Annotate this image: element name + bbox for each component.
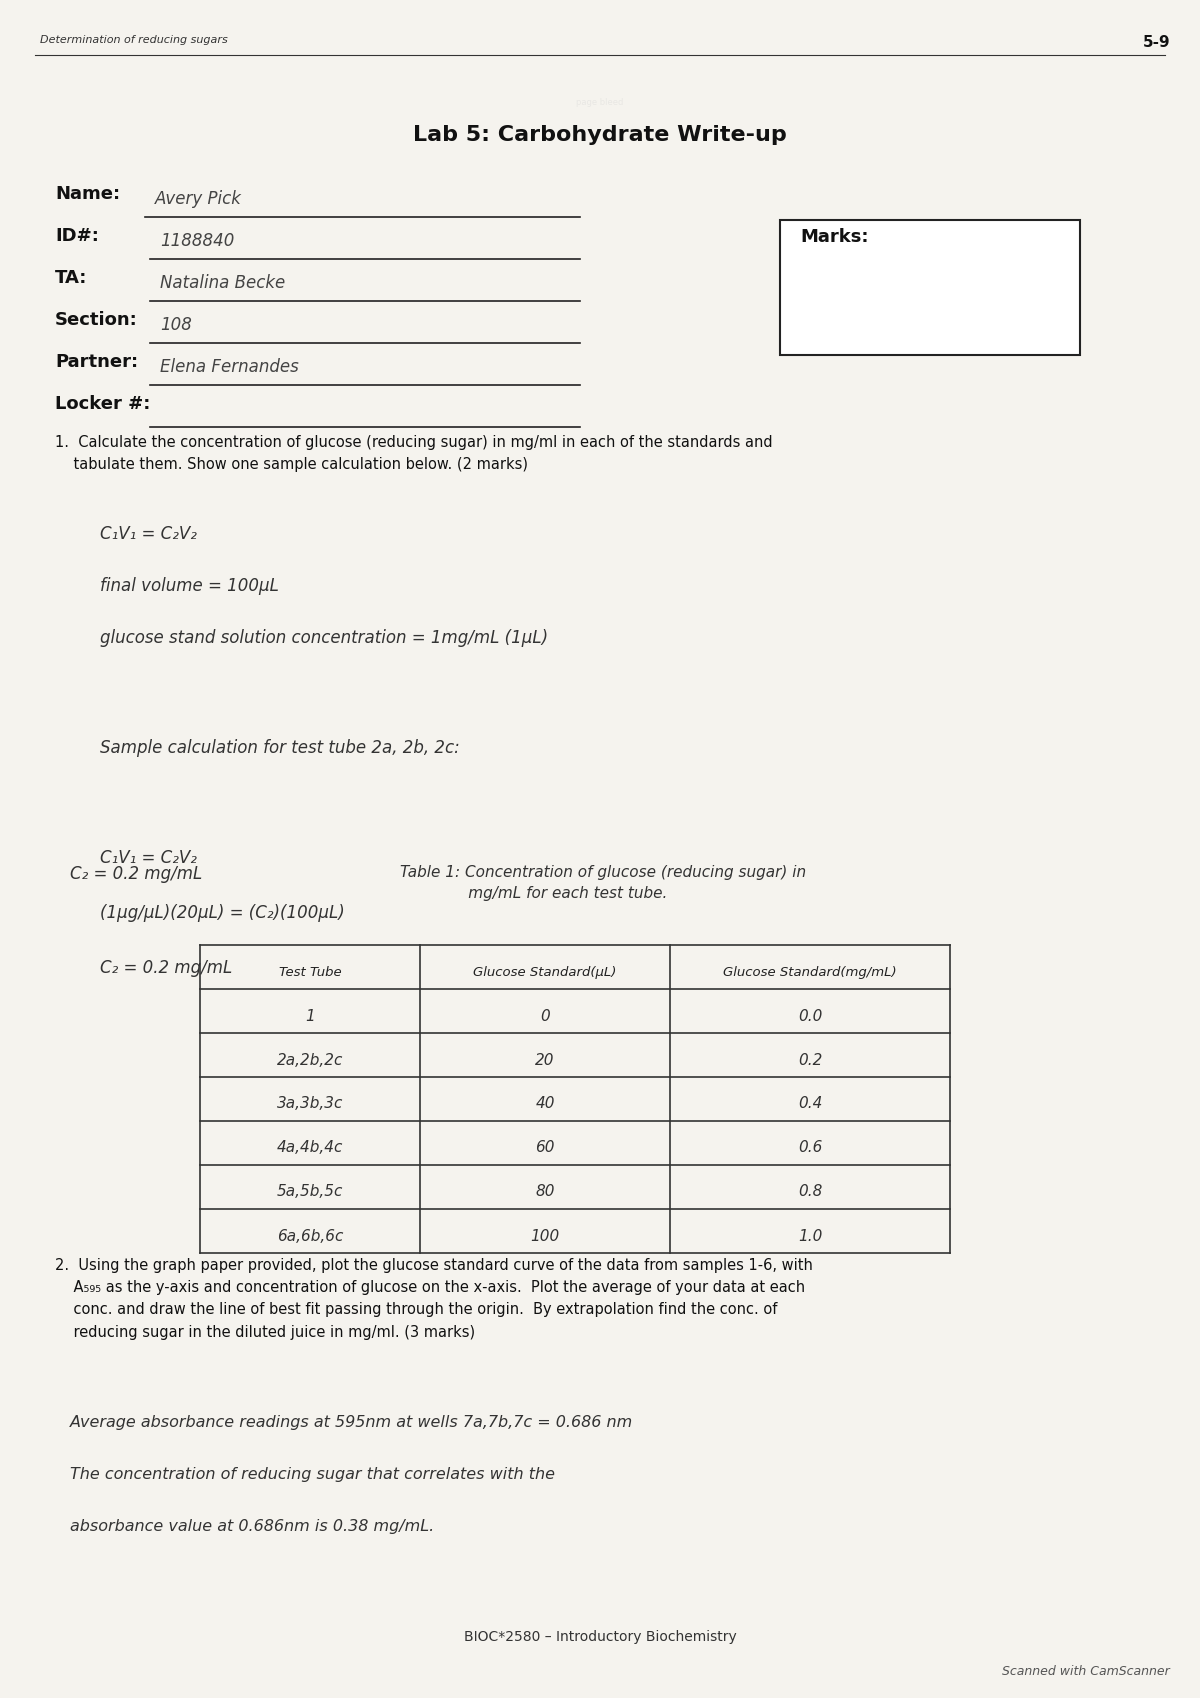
Text: 0.6: 0.6 [798,1141,822,1156]
Text: Table 1: Concentration of glucose (reducing sugar) in
              mg/mL for ea: Table 1: Concentration of glucose (reduc… [400,864,806,902]
Text: Elena Fernandes: Elena Fernandes [160,358,299,375]
Text: page bleed: page bleed [576,98,624,107]
Text: glucose stand solution concentration = 1mg/mL (1μL): glucose stand solution concentration = 1… [100,628,548,647]
Text: Determination of reducing sugars: Determination of reducing sugars [40,36,228,46]
Text: absorbance value at 0.686nm is 0.38 mg/mL.: absorbance value at 0.686nm is 0.38 mg/m… [70,1520,434,1533]
Text: C₂ = 0.2 mg/mL: C₂ = 0.2 mg/mL [70,864,203,883]
Text: C₁V₁ = C₂V₂: C₁V₁ = C₂V₂ [100,849,197,868]
Text: C₂ = 0.2 mg/mL: C₂ = 0.2 mg/mL [100,959,233,976]
Text: ID#:: ID#: [55,228,98,245]
Text: 1.0: 1.0 [798,1228,822,1243]
Text: Sample calculation for test tube 2a, 2b, 2c:: Sample calculation for test tube 2a, 2b,… [100,739,460,757]
Text: Partner:: Partner: [55,353,138,370]
Text: Section:: Section: [55,311,138,329]
Text: 6a,6b,6c: 6a,6b,6c [277,1228,343,1243]
Text: 5a,5b,5c: 5a,5b,5c [277,1185,343,1199]
Text: (1μg/μL)(20μL) = (C₂)(100μL): (1μg/μL)(20μL) = (C₂)(100μL) [100,903,344,922]
Text: 2.  Using the graph paper provided, plot the glucose standard curve of the data : 2. Using the graph paper provided, plot … [55,1258,812,1340]
Text: TA:: TA: [55,268,88,287]
Text: 2a,2b,2c: 2a,2b,2c [277,1053,343,1068]
Text: 1.  Calculate the concentration of glucose (reducing sugar) in mg/ml in each of : 1. Calculate the concentration of glucos… [55,435,773,472]
Text: 0.4: 0.4 [798,1097,822,1112]
Text: Name:: Name: [55,185,120,204]
Text: Glucose Standard(mg/mL): Glucose Standard(mg/mL) [724,966,896,978]
Text: Locker #:: Locker #: [55,396,150,413]
Text: 108: 108 [160,316,192,335]
Text: Marks:: Marks: [800,228,869,246]
Text: BIOC*2580 – Introductory Biochemistry: BIOC*2580 – Introductory Biochemistry [463,1630,737,1644]
Text: 80: 80 [535,1185,554,1199]
Text: 100: 100 [530,1228,559,1243]
Text: 1188840: 1188840 [160,233,234,250]
Text: 0.0: 0.0 [798,1009,822,1024]
Text: 5-9: 5-9 [1142,36,1170,49]
Text: 0.2: 0.2 [798,1053,822,1068]
Text: 1: 1 [305,1009,314,1024]
Text: 4a,4b,4c: 4a,4b,4c [277,1141,343,1156]
Text: 60: 60 [535,1141,554,1156]
Text: Natalina Becke: Natalina Becke [160,273,286,292]
Text: 3a,3b,3c: 3a,3b,3c [277,1097,343,1112]
Text: 40: 40 [535,1097,554,1112]
Text: The concentration of reducing sugar that correlates with the: The concentration of reducing sugar that… [70,1467,554,1482]
Text: final volume = 100μL: final volume = 100μL [100,577,278,594]
Text: Avery Pick: Avery Pick [155,190,242,207]
Text: C₁V₁ = C₂V₂: C₁V₁ = C₂V₂ [100,525,197,543]
Text: Scanned with CamScanner: Scanned with CamScanner [1002,1666,1170,1678]
Text: Average absorbance readings at 595nm at wells 7a,7b,7c = 0.686 nm: Average absorbance readings at 595nm at … [70,1414,634,1430]
Text: Glucose Standard(μL): Glucose Standard(μL) [473,966,617,978]
Text: 0: 0 [540,1009,550,1024]
FancyBboxPatch shape [780,221,1080,355]
Text: 20: 20 [535,1053,554,1068]
Text: Test Tube: Test Tube [278,966,341,978]
Text: Lab 5: Carbohydrate Write-up: Lab 5: Carbohydrate Write-up [413,126,787,144]
Text: 0.8: 0.8 [798,1185,822,1199]
